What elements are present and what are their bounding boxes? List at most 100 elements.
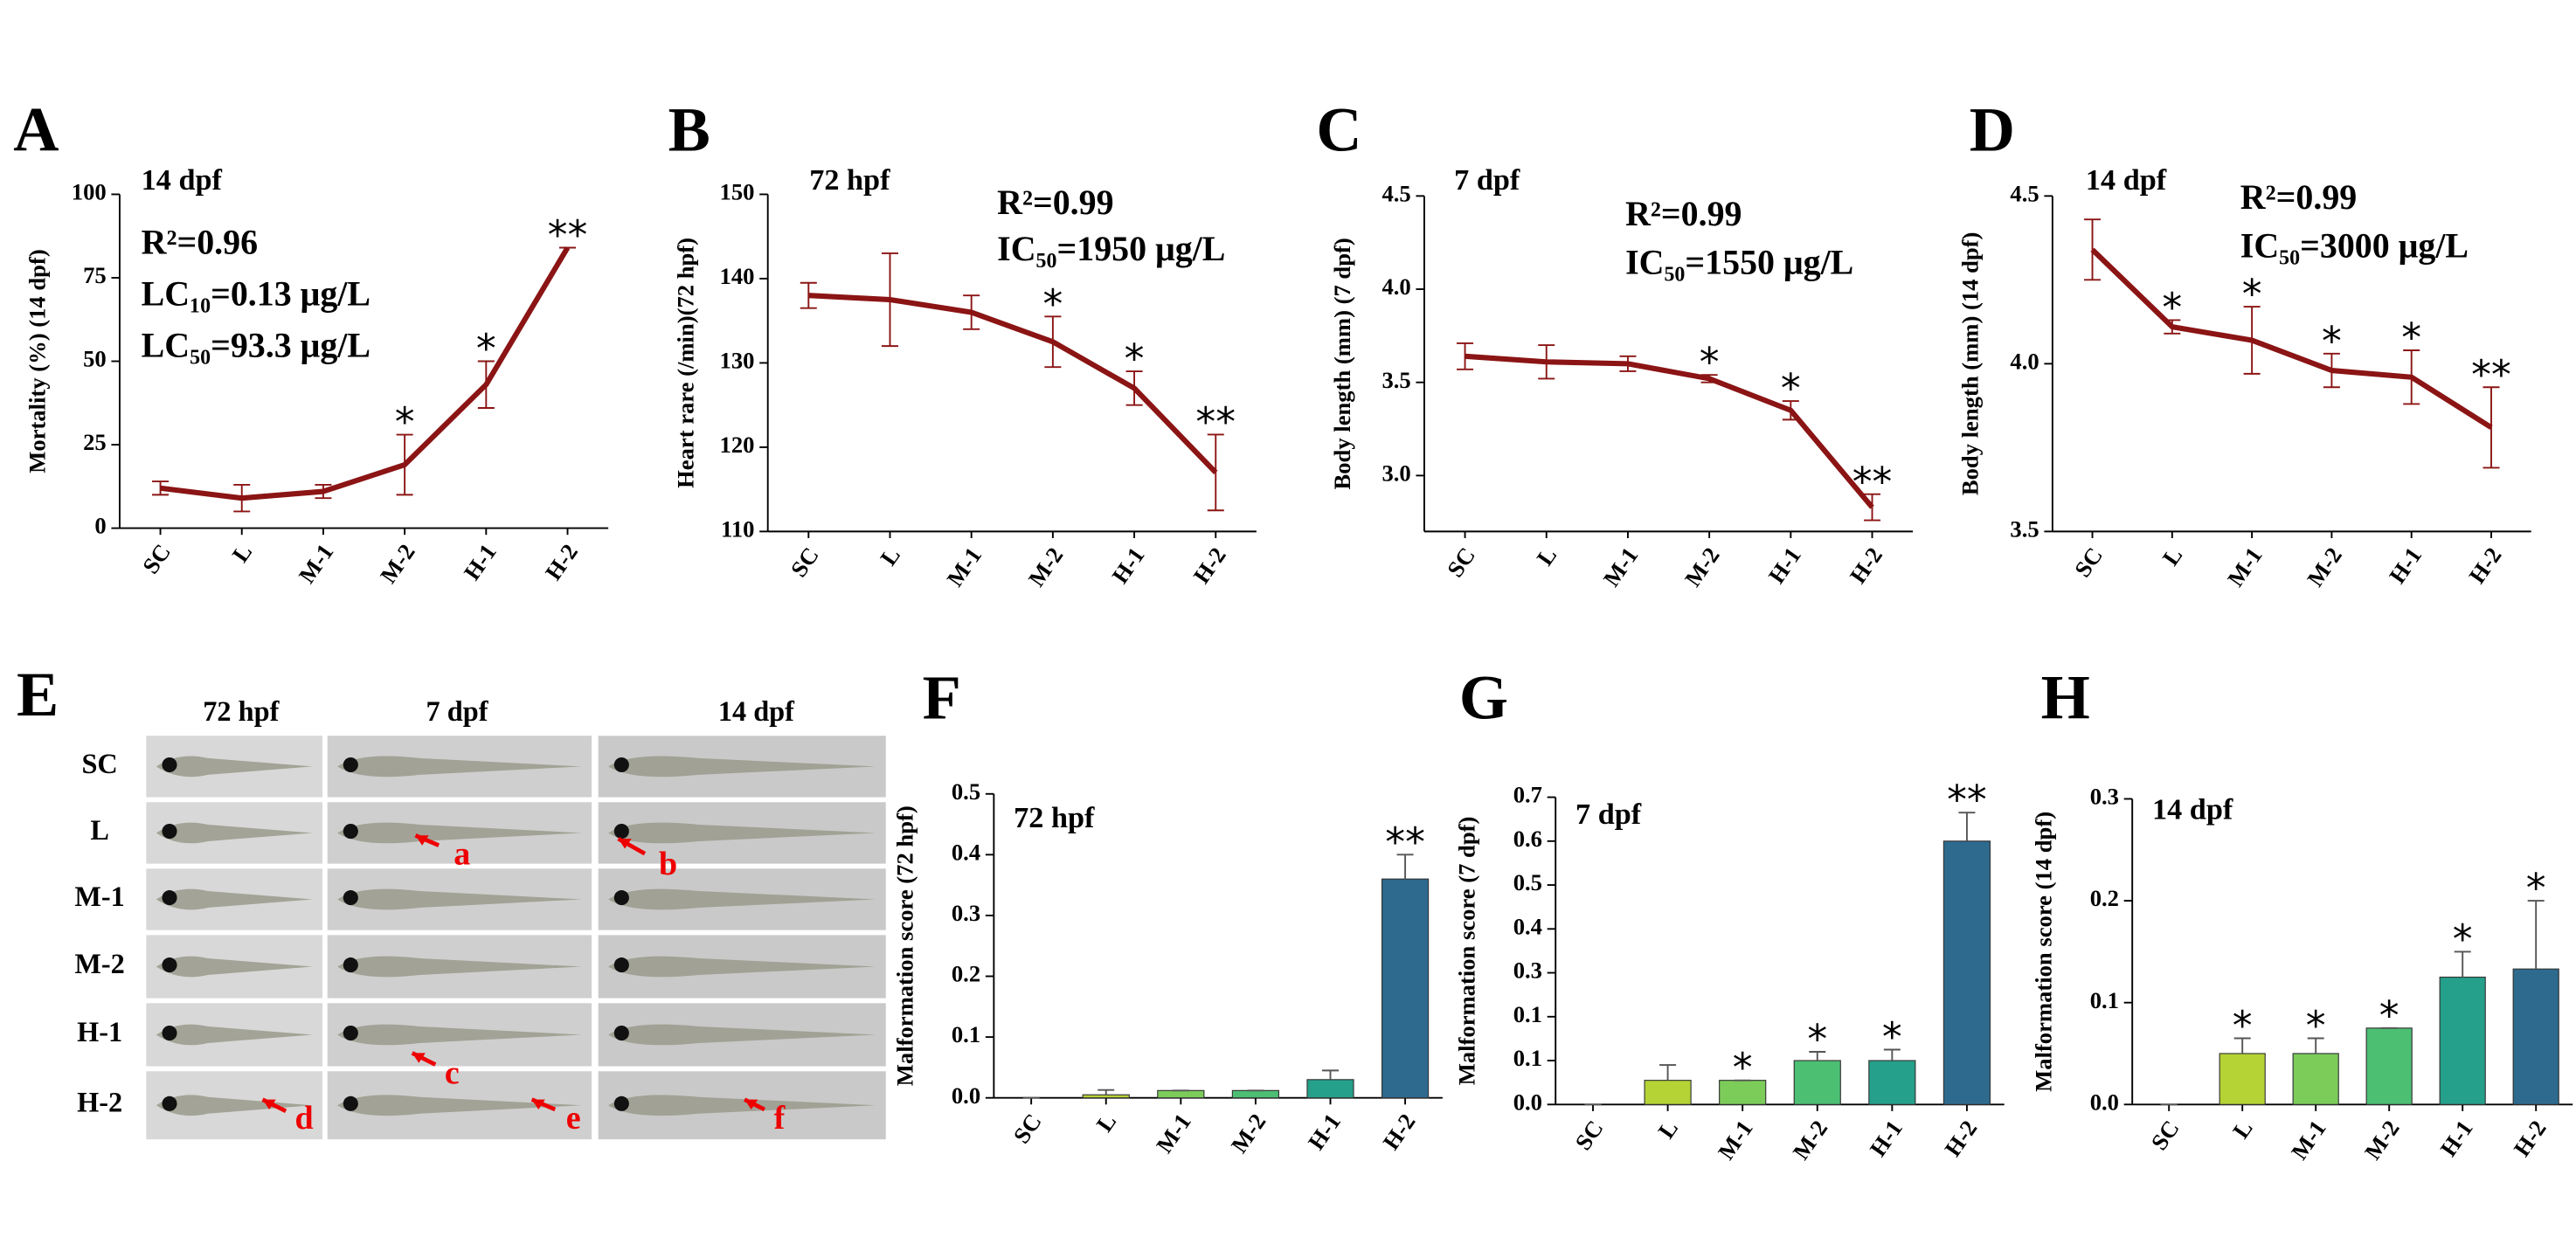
panel-label: F xyxy=(923,663,961,733)
panel-title: 14 dpf xyxy=(142,164,223,197)
x-tick-label: M-1 xyxy=(942,543,987,591)
panel-title: 7 dpf xyxy=(1575,798,1642,831)
larva-body xyxy=(156,1095,313,1116)
y-tick-label: 0.1 xyxy=(2090,987,2119,1013)
significance: * xyxy=(2162,285,2182,331)
y-axis-label: Malformation score (72 hpf) xyxy=(892,805,918,1086)
y-tick-label: 0.0 xyxy=(952,1082,980,1109)
annotation: R²=0.99 xyxy=(2240,177,2357,217)
bar xyxy=(1082,1094,1130,1099)
bar xyxy=(1157,1089,1205,1099)
larva-eye xyxy=(343,1095,358,1111)
significance: * xyxy=(2233,1003,2253,1049)
bar xyxy=(1793,1060,1841,1105)
y-tick-label: 0.0 xyxy=(2090,1088,2119,1115)
y-tick-label: 130 xyxy=(720,348,755,374)
significance: * xyxy=(1882,1014,1902,1061)
line xyxy=(1465,353,1874,509)
larva-body xyxy=(608,1095,876,1116)
panel-title: 14 dpf xyxy=(2086,164,2167,197)
annotation: R²=0.99 xyxy=(997,183,1113,222)
bar xyxy=(2439,976,2486,1105)
panel-label: E xyxy=(17,660,59,729)
line xyxy=(808,293,1218,474)
larva-body xyxy=(337,956,582,978)
bar xyxy=(2365,1027,2413,1105)
x-tick-label: L xyxy=(1091,1109,1122,1137)
annotation: b xyxy=(659,846,677,882)
y-tick-label: 0.4 xyxy=(1513,913,1542,939)
arrow-head xyxy=(618,839,632,849)
larva-eye xyxy=(613,1025,629,1041)
larva-body xyxy=(156,756,313,778)
x-tick-label: L xyxy=(2227,1116,2258,1144)
significance: ** xyxy=(1385,819,1425,865)
larva-eye xyxy=(343,823,358,840)
significance: ** xyxy=(1195,399,1236,446)
y-tick-label: 0.5 xyxy=(1513,869,1542,895)
y-tick-label: 0.6 xyxy=(1513,826,1542,852)
y-tick-label: 0.3 xyxy=(2090,784,2119,810)
row-label: H-2 xyxy=(77,1087,122,1118)
panel-title: 7 dpf xyxy=(1454,164,1520,197)
larva-eye xyxy=(613,890,629,906)
y-tick-label: 3.5 xyxy=(2010,515,2039,542)
y-tick-label: 75 xyxy=(83,262,107,288)
panel-title: 14 dpf xyxy=(2152,794,2233,826)
x-tick-label: M-2 xyxy=(1023,543,1069,591)
x-tick-label: H-1 xyxy=(2384,543,2427,588)
y-axis-label: Mortality (%) (14 dpf) xyxy=(24,249,51,473)
y-tick-label: 0.2 xyxy=(952,961,980,987)
bar xyxy=(1644,1080,1692,1105)
larva-eye xyxy=(613,757,629,773)
x-tick-label: H-1 xyxy=(1763,543,1806,588)
x-tick-label: H-2 xyxy=(1845,543,1887,588)
significance: * xyxy=(2401,314,2421,361)
annotation: LC₁₀=0.13 μg/L xyxy=(142,273,370,313)
larva-eye xyxy=(162,1025,177,1041)
y-tick-label: 0.1 xyxy=(952,1021,980,1047)
panel-label: G xyxy=(1459,663,1508,733)
significance: * xyxy=(2379,992,2399,1039)
column-label: 72 hpf xyxy=(203,695,280,727)
larva-eye xyxy=(613,957,629,973)
y-tick-label: 4.5 xyxy=(2010,180,2039,206)
x-tick-label: M-2 xyxy=(1679,543,1725,591)
y-tick-label: 110 xyxy=(721,515,754,542)
y-tick-label: 0.4 xyxy=(952,839,980,865)
panel-title: 72 hpf xyxy=(1014,802,1095,834)
y-tick-label: 0.3 xyxy=(1513,957,1542,984)
y-tick-label: 0.1 xyxy=(1513,1045,1542,1071)
bar xyxy=(1231,1089,1280,1099)
y-tick-label: 0 xyxy=(94,513,106,539)
x-tick-label: M-2 xyxy=(375,539,420,588)
bar xyxy=(1306,1079,1354,1099)
x-tick-label: L xyxy=(1652,1116,1683,1144)
x-tick-label: SC xyxy=(137,539,176,578)
y-tick-label: 0.1 xyxy=(1513,1001,1542,1027)
significance: ** xyxy=(548,212,588,259)
y-tick-label: 50 xyxy=(83,346,107,372)
larva-body xyxy=(156,956,313,978)
larva-body xyxy=(608,956,876,978)
y-tick-label: 4.5 xyxy=(1381,180,1410,206)
annotation: IC₅₀=1950 μg/L xyxy=(997,229,1225,268)
column-label: 7 dpf xyxy=(426,695,489,727)
y-tick-label: 3.5 xyxy=(1381,367,1410,393)
bar xyxy=(2219,1053,2266,1105)
x-tick-label: L xyxy=(875,543,905,570)
y-axis-label: Body length (mm) (14 dpf) xyxy=(1957,232,1984,496)
x-tick-label: SC xyxy=(1442,543,1480,582)
significance: * xyxy=(2453,916,2473,962)
significance: * xyxy=(2322,318,2342,364)
arrow-head xyxy=(744,1099,758,1110)
significance: * xyxy=(2242,271,2262,317)
larva-eye xyxy=(613,823,629,840)
larva-body xyxy=(608,1024,876,1046)
larva-eye xyxy=(613,1095,629,1111)
line xyxy=(160,246,571,501)
y-axis-label: Malformation score (7 dpf) xyxy=(1453,817,1479,1086)
significance: * xyxy=(1700,339,1720,385)
significance: * xyxy=(1733,1045,1753,1091)
panel-label: D xyxy=(1970,94,2015,164)
